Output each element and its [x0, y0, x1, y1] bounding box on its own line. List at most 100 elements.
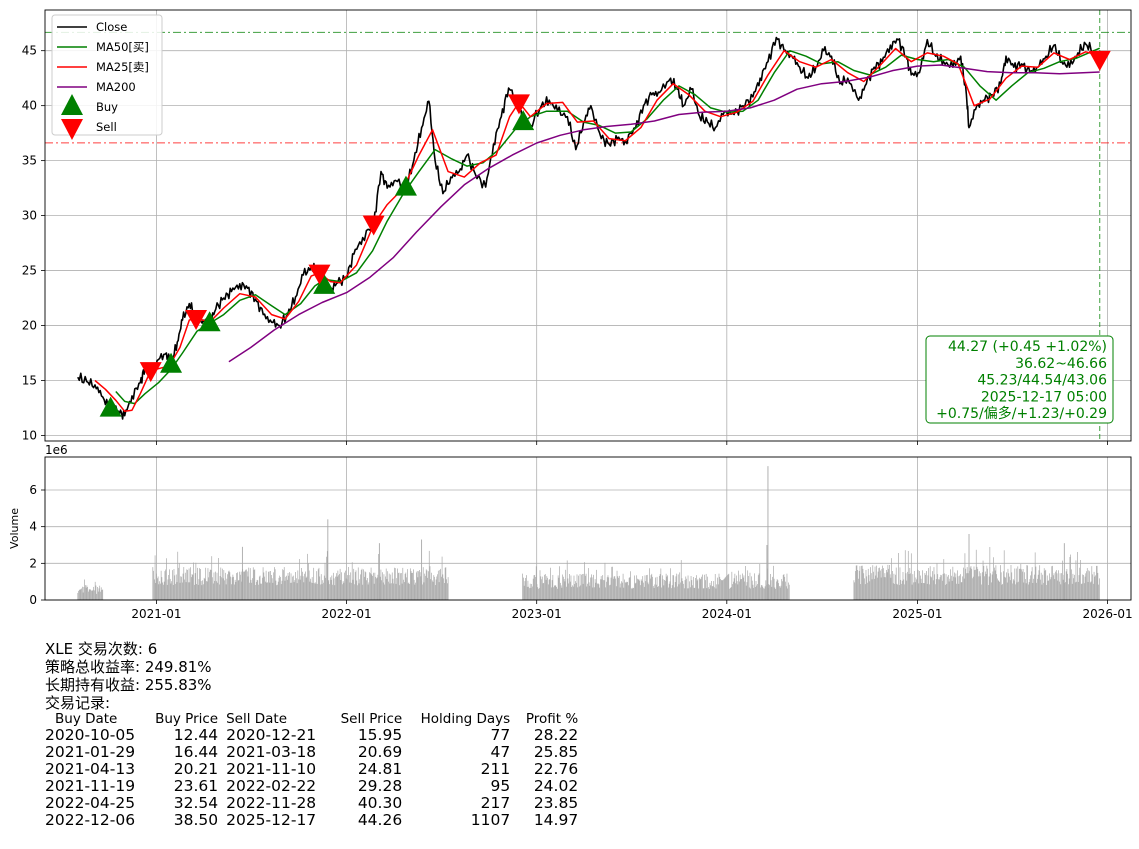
volume-panel: 2021-01 2022-01 2023-01 2024-01 2025-01 2026-… [8, 443, 1133, 621]
volume-y-tick-label: 0 [29, 593, 37, 607]
legend-label: Sell [96, 120, 117, 134]
volume-y-tick-label: 6 [29, 483, 37, 497]
sell-marker [185, 309, 208, 330]
volume-y-tick-label: 2 [29, 556, 37, 570]
price-y-tick-label: 40 [22, 99, 37, 113]
info-box-line: 2025-12-17 05:00 [981, 389, 1107, 405]
volume-y-tick-label: 4 [29, 520, 37, 534]
trade-cell-sell-date: 2021-11-10 [226, 760, 317, 778]
legend-swatch-sell [61, 119, 83, 140]
trade-table-header: Buy Date Buy Price Sell Date Sell Price … [45, 712, 582, 727]
trade-cell-profit: 23.85 [533, 794, 579, 812]
buy-marker [394, 175, 417, 196]
trade-cell-sell-price: 20.69 [357, 743, 403, 761]
legend: Close MA50[买] MA25[卖] MA200 Buy Sell [51, 14, 163, 140]
volume-axes-frame [44, 456, 1132, 601]
x-tick-label: 2021-01 [131, 607, 181, 621]
trade-cell-buy-date: 2020-10-05 [45, 726, 136, 744]
trade-cell-profit: 14.97 [533, 811, 579, 829]
info-box-line: 36.62~46.66 [1015, 356, 1107, 372]
trade-cell-profit: 28.22 [533, 726, 579, 744]
header-sell-price: Sell Price [340, 711, 403, 727]
legend-swatch-buy [61, 94, 83, 115]
x-tick-label: 2022-01 [322, 607, 372, 621]
price-axes-frame [44, 9, 1132, 442]
backtest-report: XLE 交易次数: 6 策略总收益率: 249.81% 长期持有收益: 255.… [45, 640, 1105, 829]
sell-marker [507, 94, 530, 115]
price-y-tick-label: 10 [22, 429, 37, 443]
buy-marker [512, 110, 535, 131]
trade-cell-profit: 25.85 [533, 743, 579, 761]
header-holding-days: Holding Days [420, 711, 511, 727]
trade-cell-holding-days: 1107 [470, 811, 511, 829]
trade-row: 2022-04-25 32.54 2022-11-28 40.30 217 23.85 [45, 795, 582, 812]
trade-row: 2021-11-19 23.61 2022-02-22 29.28 95 24.02 [45, 778, 582, 795]
header-buy-price: Buy Price [155, 711, 219, 727]
report-trades-heading: 交易记录: [45, 694, 111, 712]
trade-cell-holding-days: 95 [490, 777, 511, 795]
trade-cell-sell-date: 2025-12-17 [226, 811, 317, 829]
x-tick-label: 2026-01 [1082, 607, 1132, 621]
trade-row: 2021-04-13 20.21 2021-11-10 24.81 211 22.76 [45, 761, 582, 778]
trade-cell-sell-date: 2022-11-28 [226, 794, 317, 812]
header-buy-date: Buy Date [55, 711, 118, 727]
trade-cell-profit: 24.02 [533, 777, 579, 795]
trade-cell-sell-price: 40.30 [357, 794, 403, 812]
sell-marker [1088, 50, 1111, 71]
info-box: 44.27 (+0.45 +1.02%)36.62~46.6645.23/44.… [925, 335, 1114, 424]
trade-cell-buy-date: 2021-04-13 [45, 760, 136, 778]
info-box-frame [925, 335, 1114, 424]
trade-cell-holding-days: 211 [480, 760, 511, 778]
info-box-line: 44.27 (+0.45 +1.02%) [948, 339, 1107, 355]
trade-cell-buy-price: 38.50 [173, 811, 219, 829]
trade-cell-buy-price: 16.44 [173, 743, 219, 761]
price-y-tick-label: 45 [22, 44, 37, 58]
x-tick-label: 2023-01 [512, 607, 562, 621]
x-tick-label: 2024-01 [702, 607, 752, 621]
trade-cell-sell-date: 2020-12-21 [226, 726, 317, 744]
trade-cell-buy-date: 2021-01-29 [45, 743, 136, 761]
sell-marker [362, 215, 385, 236]
trade-cell-buy-price: 20.21 [173, 760, 219, 778]
trade-row: 2022-12-06 38.50 2025-12-17 44.26 1107 14.97 [45, 812, 582, 829]
buy-marker [198, 311, 221, 332]
price-panel: 10 15 20 25 30 35 40 45 Close MA50[买] MA25[卖] MA200… [22, 9, 1132, 445]
legend-label: Buy [96, 100, 118, 114]
price-y-tick-label: 35 [22, 154, 37, 168]
report-trade-count: XLE 交易次数: 6 [45, 640, 158, 658]
buy-marker [313, 273, 336, 294]
trade-cell-holding-days: 47 [490, 743, 511, 761]
volume-scale-label: 1e6 [45, 443, 68, 457]
trade-cell-sell-price: 29.28 [357, 777, 403, 795]
report-buy-hold-return: 长期持有收益: 255.83% [45, 676, 212, 694]
trade-cell-holding-days: 217 [480, 794, 511, 812]
x-tick-label: 2025-01 [892, 607, 942, 621]
price-volume-chart: 1015202530354045CloseMA50[买]MA25[卖]MA200… [8, 9, 1133, 621]
trade-cell-sell-date: 2022-02-22 [226, 777, 317, 795]
trade-cell-profit: 22.76 [533, 760, 579, 778]
trade-cell-sell-price: 15.95 [357, 726, 403, 744]
price-y-tick-label: 30 [22, 209, 37, 223]
sell-marker [308, 264, 331, 285]
buy-marker [99, 396, 122, 417]
legend-box [51, 14, 163, 136]
legend-label: Close [96, 20, 127, 34]
trade-cell-buy-price: 32.54 [173, 794, 219, 812]
report-strategy-return: 策略总收益率: 249.81% [45, 658, 212, 676]
price-y-tick-label: 20 [22, 319, 37, 333]
header-profit: Profit % [525, 711, 579, 727]
ma200-line [228, 64, 1100, 363]
trade-cell-buy-date: 2022-12-06 [45, 811, 136, 829]
buy-marker [160, 352, 183, 373]
trade-cell-holding-days: 77 [490, 726, 511, 744]
sell-marker [139, 362, 162, 383]
trade-cell-sell-price: 24.81 [357, 760, 403, 778]
trade-cell-buy-price: 12.44 [173, 726, 219, 744]
price-y-tick-label: 15 [22, 374, 37, 388]
trade-cell-buy-date: 2022-04-25 [45, 794, 136, 812]
header-sell-date: Sell Date [226, 711, 288, 727]
trade-cell-buy-price: 23.61 [173, 777, 219, 795]
trade-cell-sell-date: 2021-03-18 [226, 743, 317, 761]
legend-label: MA50[买] [96, 40, 149, 54]
volume-y-label: Volume [8, 508, 21, 549]
